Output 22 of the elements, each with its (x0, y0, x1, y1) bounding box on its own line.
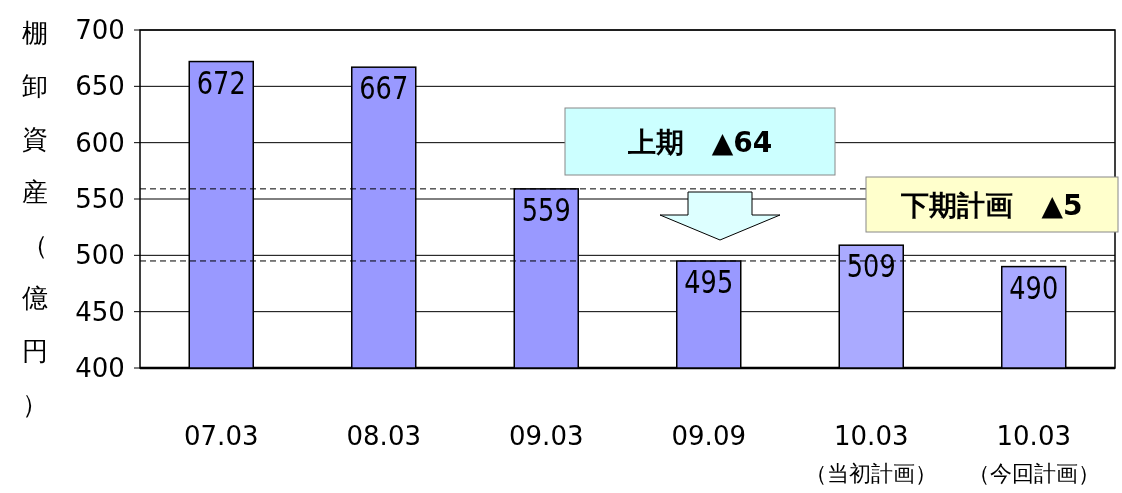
y-tick-label: 400 (75, 353, 125, 383)
annotation: 下期計画 ▲5 (900, 188, 1083, 222)
y-tick-label: 450 (75, 296, 125, 327)
y-tick-label: 500 (75, 240, 125, 271)
x-tick-label: 08.03 (346, 421, 421, 451)
x-tick-label: 10.03 （当初計画） (805, 421, 938, 486)
y-axis-title: 棚卸資産（億円） (22, 18, 48, 419)
x-tick-label: 09.03 (509, 421, 584, 451)
data-label: 559 (521, 191, 571, 229)
data-label: 667 (359, 69, 409, 107)
x-tick-label: 10.03 （今回計画） (967, 421, 1100, 486)
data-label: 509 (846, 247, 896, 285)
x-tick-label: 09.09 (671, 421, 746, 451)
y-tick-label: 600 (75, 127, 125, 158)
data-label: 490 (1009, 268, 1059, 307)
x-tick-label: 07.03 (184, 421, 259, 451)
data-label: 672 (196, 63, 246, 102)
y-tick-label: 550 (75, 184, 125, 214)
annotation: 上期 ▲64 (626, 125, 773, 159)
y-tick-label: 700 (75, 15, 125, 45)
y-tick-label: 650 (75, 71, 125, 102)
data-label: 495 (684, 263, 734, 301)
